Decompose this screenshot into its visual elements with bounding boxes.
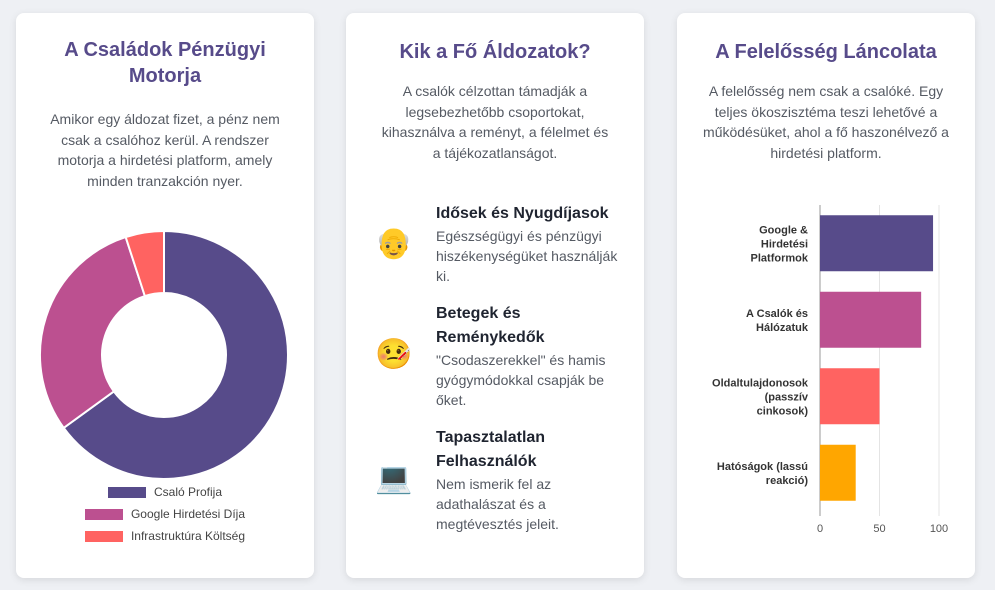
donut-chart: [39, 229, 289, 480]
responsibility-bar-chart: 0 50 100 Google & Hirdetési Platformok A Csaló…: [712, 205, 948, 535]
bar: [820, 291, 922, 348]
older-man-emoji-icon: 👴: [375, 226, 413, 261]
x-tick-label: 100: [930, 523, 948, 535]
legend-swatch: [107, 486, 146, 498]
victims-card: Kik a Fő Áldozatok? A csalók célzottan t…: [346, 13, 644, 578]
bar: [820, 368, 880, 425]
card-description: A csalók célzottan támadják a legsebezhe…: [381, 83, 609, 161]
card-title: A Családok Pénzügyi Motorja: [44, 37, 286, 89]
responsibility-card: A Felelősség Láncolata A felelősség nem …: [677, 13, 975, 578]
legend-item: Google Hirdetési Díja: [16, 507, 314, 521]
category-label: Hatóságok (lassú reakció): [717, 461, 808, 487]
category-label: Google & Hirdetési Platformok: [751, 224, 809, 264]
bar: [820, 215, 934, 272]
victim-description: Nem ismerik fel az adathalászat és a meg…: [436, 476, 559, 532]
title-line: Motorja: [128, 65, 202, 87]
legend-swatch: [84, 508, 123, 520]
category-label: Oldaltulajdonosok (passzív cinkosok): [712, 377, 809, 417]
victim-title: Tapasztalatlan Felhasználók: [436, 429, 546, 470]
revenue-engine-card: A Családok Pénzügyi Motorja Amikor egy á…: [16, 13, 314, 578]
title-line: A Családok Pénzügyi: [64, 39, 266, 61]
legend-item: Csaló Profija: [16, 485, 314, 499]
category-label: A Csalók és Hálózatuk: [746, 308, 809, 334]
legend-label: Google Hirdetési Díja: [130, 507, 246, 521]
legend-label: Csaló Profija: [153, 485, 223, 499]
victim-title: Idősek és Nyugdíjasok: [436, 205, 609, 222]
donut-slice: [39, 235, 147, 430]
card-title: Kik a Fő Áldozatok?: [399, 41, 591, 63]
legend-label: Infrastruktúra Költség: [130, 529, 246, 543]
victim-title: Betegek és Reménykedők: [436, 305, 545, 346]
legend-item: Infrastruktúra Költség: [16, 529, 314, 543]
donut-slice: [62, 229, 289, 480]
legend-swatch: [84, 530, 123, 542]
donut-slice: [124, 229, 165, 298]
x-tick-label: 50: [873, 523, 885, 535]
bar: [820, 444, 856, 501]
sick-face-emoji-icon: 🤒: [375, 337, 413, 372]
victim-description: "Csodaszerekkel" és hamis gyógymódokkal …: [436, 352, 606, 408]
x-tick-label: 0: [817, 523, 823, 535]
card-description: Amikor egy áldozat fizet, a pénz nem csa…: [50, 111, 280, 189]
victim-description: Egészségügyi és pénzügyi hiszékenységüke…: [436, 228, 618, 284]
laptop-emoji-icon: 💻: [375, 461, 413, 496]
card-title: A Felelősség Láncolata: [715, 41, 937, 63]
card-description: A felelősség nem csak a csalóké. Egy tel…: [703, 83, 949, 161]
